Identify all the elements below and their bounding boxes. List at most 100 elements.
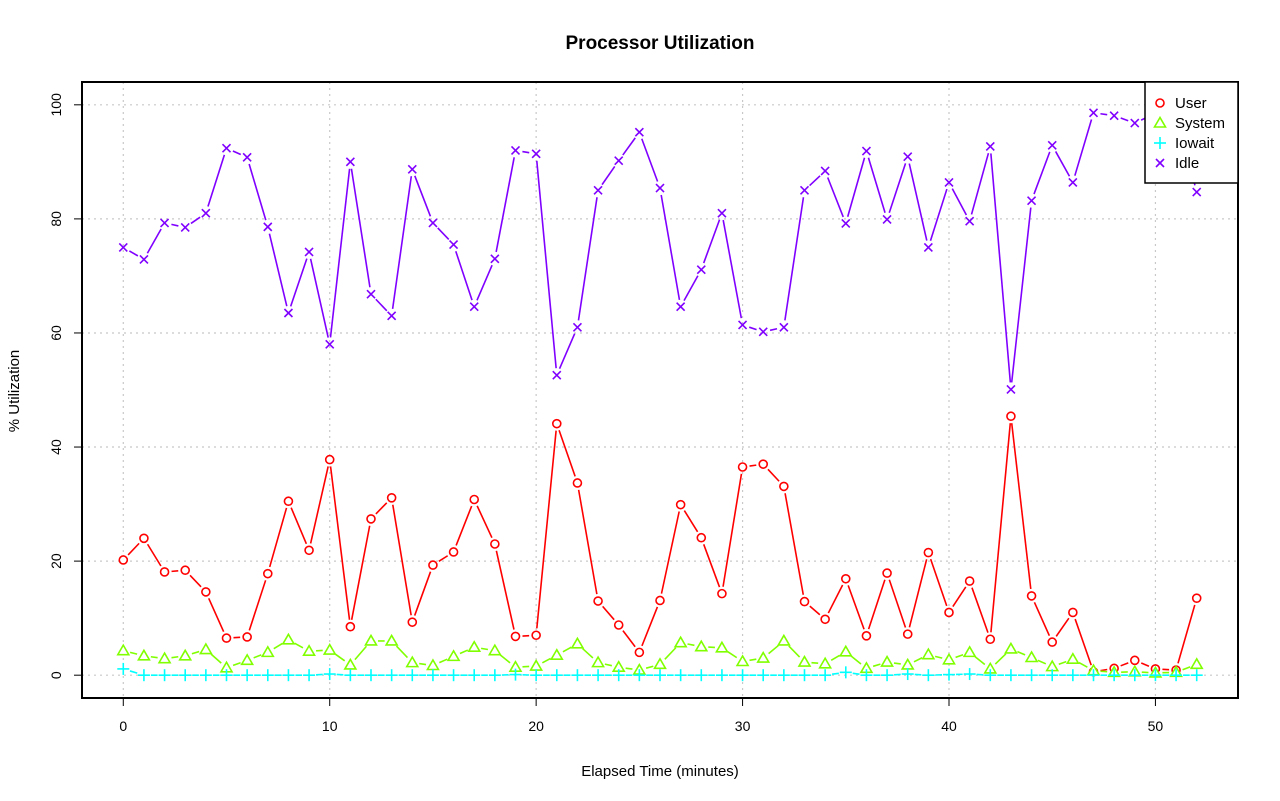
chart-title: Processor Utilization [566,33,755,54]
series-user-segment [952,586,967,608]
series-system-segment [955,653,964,659]
series-user-point [923,547,934,558]
series-user-point [675,499,686,510]
series-user-point [324,454,335,465]
series-user-point [180,565,191,576]
series-system-segment [974,656,986,666]
series-idle-segment [1120,117,1129,122]
series-system-point [467,640,482,653]
series-user-point [386,492,397,503]
series-iowait-point [137,669,150,682]
series-user-segment [602,605,615,621]
series-idle-point [944,177,954,187]
series-system-segment [913,657,923,663]
series-system-point [240,653,255,666]
series-iowait-point [1025,669,1038,682]
series-idle-point [201,208,211,218]
series-user-point [262,568,273,579]
series-user-segment [722,473,743,587]
series-user-segment [455,505,473,546]
series-iowait-point [612,669,625,682]
series-user-segment [171,570,179,573]
series-iowait-point [984,669,997,682]
series-idle-point [985,141,995,152]
series-user-point [366,514,376,524]
series-system-segment [1182,666,1191,671]
series-user [118,411,1202,677]
series-idle-point [510,145,521,156]
series-idle-point [572,322,582,332]
series-system-segment [354,645,368,661]
series-idle-segment [846,157,866,217]
series-user-segment [207,597,225,633]
series-user-segment [476,505,493,538]
series-idle-point [345,157,355,167]
series-system-point [446,649,461,662]
series-user-segment [438,555,449,563]
series-user-point [510,631,521,642]
series-iowait-point [303,669,316,682]
y-axis-label: % Utilization [6,350,23,433]
series-idle-segment [391,176,413,310]
series-system-point [343,657,358,670]
series-idle-point [118,242,128,252]
series-system-point [1065,652,1080,665]
series-iowait-point [943,668,955,681]
series-idle-point [1088,108,1099,118]
series-iowait-point [220,669,233,682]
series-idle-point [1192,187,1202,197]
series-system-point [942,652,956,665]
series-user-point [634,647,645,658]
series-idle-segment [146,228,162,254]
series-user-segment [392,504,412,616]
series-iowait-point [736,669,749,682]
series-iowait-point [1190,669,1203,682]
series-system-segment [480,647,489,651]
legend-marker-user [1155,98,1165,108]
series-idle-segment [171,223,179,227]
series-idle-segment [414,175,432,217]
series-system-point [487,643,502,656]
series-user-segment [867,579,886,630]
y-tick-label: 100 [48,93,64,117]
series-idle-segment [809,175,821,187]
series-idle-point [490,254,500,264]
series-idle-point [614,156,624,166]
series-user-segment [888,579,907,628]
series-user-segment [784,493,805,595]
x-axis: 0 10 20 30 40 50 [119,697,1163,734]
series-system-point [322,642,337,655]
series-iowait-segment [129,670,138,674]
series-system-point [653,657,667,670]
legend-marker-system [1153,115,1167,128]
series-user-segment [622,630,636,648]
series-idle-segment [1100,112,1108,116]
series-system-segment [1078,661,1088,668]
series-idle-segment [1033,151,1051,195]
series-system-point [735,654,750,667]
x-tick-label: 30 [735,718,751,734]
series-idle-segment [522,150,530,154]
series-iowait-point [757,669,770,682]
series-user-point [758,459,769,469]
series-iowait-point [1046,669,1059,682]
series-user-point [490,539,500,549]
series-idle-segment [722,219,743,319]
series-idle-segment [1010,207,1032,383]
series-system-segment [1017,650,1026,656]
series-idle-segment [769,327,778,332]
series-idle-point [1027,196,1037,206]
series-idle-segment [232,150,242,156]
series-user-point [159,567,170,577]
series-system-point [570,636,585,649]
series-iowait-point [881,669,894,682]
series-user-segment [558,430,576,477]
series-user-point [1129,655,1140,666]
series-user-segment [827,584,844,614]
series-system-segment [994,653,1007,665]
series-idle-segment [476,264,493,301]
series-user-segment [1177,604,1196,664]
series-user-point [242,632,252,642]
series-system-point [694,639,709,652]
x-axis-label: Elapsed Time (minutes) [581,763,739,780]
